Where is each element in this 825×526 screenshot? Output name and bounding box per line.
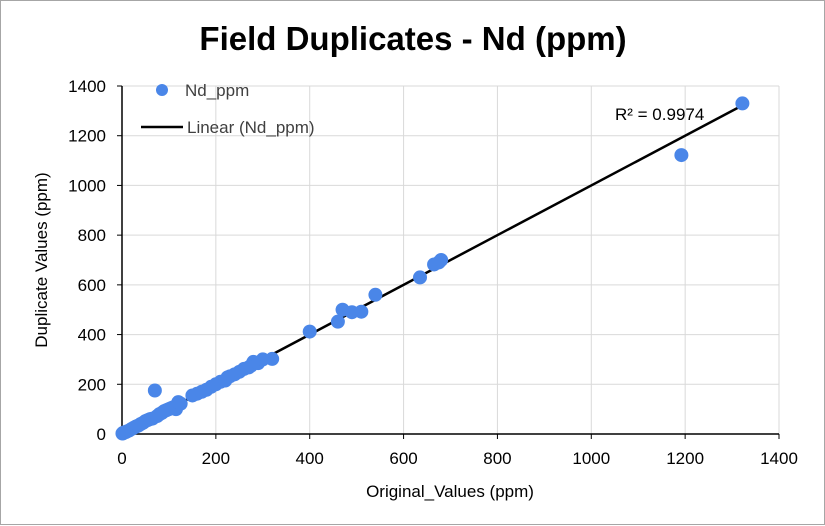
legend-marker-points (156, 84, 168, 96)
data-point (330, 314, 345, 329)
data-point (674, 148, 689, 163)
x-tick-label: 800 (483, 449, 511, 468)
data-point (265, 351, 280, 366)
data-point (368, 287, 383, 302)
x-tick-label: 0 (117, 449, 126, 468)
r-squared-label: R² = 0.9974 (615, 105, 704, 124)
y-axis-title: Duplicate Values (ppm) (32, 172, 51, 347)
x-axis-ticks: 0 200 400 600 800 1000 1200 1400 (117, 434, 798, 468)
legend-label-points: Nd_ppm (185, 81, 249, 100)
y-tick-label: 400 (78, 326, 106, 345)
data-point (147, 383, 162, 398)
y-tick-label: 1000 (68, 176, 106, 195)
x-tick-label: 600 (389, 449, 417, 468)
y-tick-label: 800 (78, 226, 106, 245)
x-tick-label: 400 (296, 449, 324, 468)
chart-title: Field Duplicates - Nd (ppm) (199, 20, 626, 57)
legend-label-trendline: Linear (Nd_ppm) (187, 118, 315, 137)
data-point (354, 304, 369, 319)
y-tick-label: 0 (97, 425, 106, 444)
x-tick-label: 1000 (572, 449, 610, 468)
y-tick-label: 200 (78, 375, 106, 394)
x-tick-label: 1400 (760, 449, 798, 468)
x-tick-label: 1200 (666, 449, 704, 468)
data-points (115, 96, 750, 441)
data-point (735, 96, 750, 111)
x-tick-label: 200 (202, 449, 230, 468)
data-point (173, 396, 188, 411)
legend: Nd_ppm Linear (Nd_ppm) (141, 81, 315, 137)
data-point (434, 253, 449, 267)
y-tick-label: 1400 (68, 77, 106, 96)
x-axis-title: Original_Values (ppm) (366, 482, 534, 501)
y-tick-label: 1200 (68, 127, 106, 146)
gridlines (122, 85, 780, 434)
data-point (412, 270, 427, 285)
data-point (302, 324, 317, 339)
y-tick-label: 600 (78, 276, 106, 295)
y-axis-ticks: 0 200 400 600 800 1000 1200 1400 (68, 77, 122, 444)
